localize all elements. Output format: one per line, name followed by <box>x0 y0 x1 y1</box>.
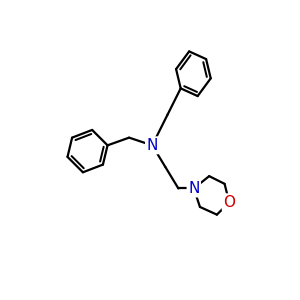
Text: O: O <box>223 195 235 210</box>
Text: N: N <box>188 181 200 196</box>
Text: N: N <box>146 138 158 153</box>
